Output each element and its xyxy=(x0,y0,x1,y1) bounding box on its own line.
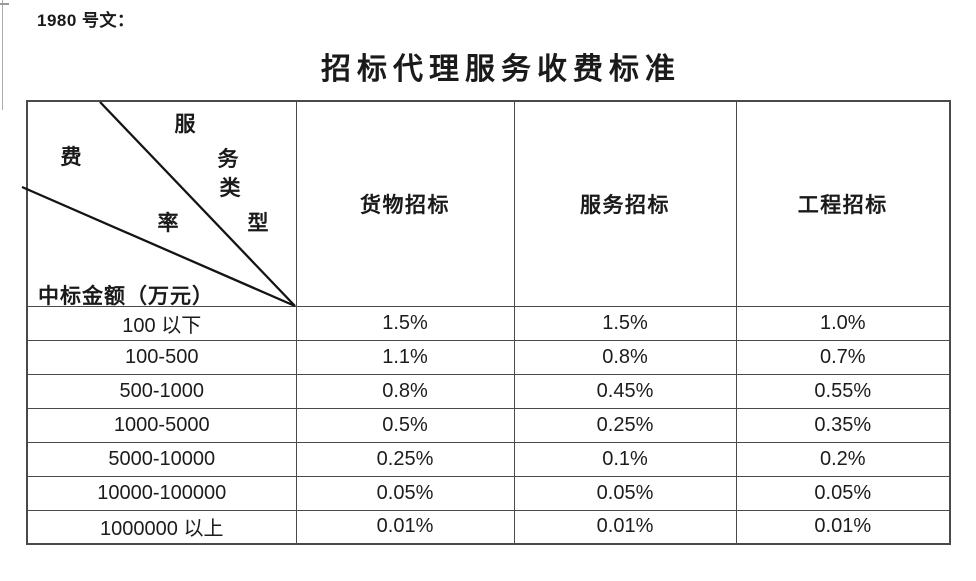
page-title: 招标代理服务收费标准 xyxy=(321,53,681,86)
rate-cell-works: 0.55% xyxy=(735,373,951,409)
rate-cell-works: 0.35% xyxy=(735,407,951,443)
table-row: 100-500 1.1% 0.8% 0.7% xyxy=(26,339,951,375)
rate-cell-goods: 0.8% xyxy=(295,373,515,409)
rate-cell-works: 0.7% xyxy=(735,339,951,375)
rate-cell-services: 0.45% xyxy=(513,373,737,409)
corner-label-service-char4: 型 xyxy=(247,211,269,235)
rate-cell-services: 0.1% xyxy=(513,441,737,477)
table-row: 1000000 以上 0.01% 0.01% 0.01% xyxy=(26,509,951,545)
rate-cell-goods: 1.5% xyxy=(295,305,515,341)
doc-ref: 1980 号文： xyxy=(37,11,135,30)
rate-cell-works: 1.0% xyxy=(735,305,951,341)
rate-cell-services: 0.8% xyxy=(513,339,737,375)
table-row: 100 以下 1.5% 1.5% 1.0% xyxy=(26,305,951,341)
amount-range-cell: 5000-10000 xyxy=(26,441,297,477)
column-header-services: 服务招标 xyxy=(513,100,737,307)
amount-range-cell: 1000000 以上 xyxy=(26,509,297,545)
corner-label-service-char1: 服 xyxy=(174,112,196,136)
fee-table: 服 务 类 型 费 率 中标金额（万元） 货物招标 服务招标 工程招标 100 … xyxy=(21,100,951,545)
table-row: 1000-5000 0.5% 0.25% 0.35% xyxy=(26,407,951,443)
amount-range-cell: 100-500 xyxy=(26,339,297,375)
table-row: 10000-100000 0.05% 0.05% 0.05% xyxy=(26,475,951,511)
rate-cell-goods: 0.5% xyxy=(295,407,515,443)
rate-cell-services: 0.01% xyxy=(513,509,737,545)
table-row: 500-1000 0.8% 0.45% 0.55% xyxy=(26,373,951,409)
column-header-goods: 货物招标 xyxy=(295,100,515,307)
corner-label-rate-char: 率 xyxy=(157,211,179,235)
rate-cell-works: 0.05% xyxy=(735,475,951,511)
page-edge-tick xyxy=(0,3,9,5)
amount-range-cell: 1000-5000 xyxy=(26,407,297,443)
diagonal-lines-graphic xyxy=(21,101,296,308)
amount-range-cell: 100 以下 xyxy=(26,305,297,341)
column-header-works: 工程招标 xyxy=(735,100,951,307)
page-edge-line xyxy=(2,0,3,110)
amount-range-cell: 10000-100000 xyxy=(26,475,297,511)
rate-cell-works: 0.2% xyxy=(735,441,951,477)
rate-cell-services: 0.05% xyxy=(513,475,737,511)
corner-label-fee-char: 费 xyxy=(60,145,82,169)
rate-cell-goods: 0.25% xyxy=(295,441,515,477)
rate-cell-services: 0.25% xyxy=(513,407,737,443)
rate-cell-goods: 1.1% xyxy=(295,339,515,375)
corner-label-service-char2: 务 xyxy=(217,147,239,171)
header-row: 服 务 类 型 费 率 中标金额（万元） 货物招标 服务招标 工程招标 xyxy=(21,100,951,308)
rate-cell-services: 1.5% xyxy=(513,305,737,341)
rate-cell-works: 0.01% xyxy=(735,509,951,545)
table-row: 5000-10000 0.25% 0.1% 0.2% xyxy=(26,441,951,477)
corner-row-axis-label: 中标金额（万元） xyxy=(38,284,214,308)
corner-label-service-char3: 类 xyxy=(219,176,241,200)
rate-cell-goods: 0.01% xyxy=(295,509,515,545)
corner-header-cell: 服 务 类 型 费 率 中标金额（万元） xyxy=(21,100,297,308)
rate-cell-goods: 0.05% xyxy=(295,475,515,511)
amount-range-cell: 500-1000 xyxy=(26,373,297,409)
